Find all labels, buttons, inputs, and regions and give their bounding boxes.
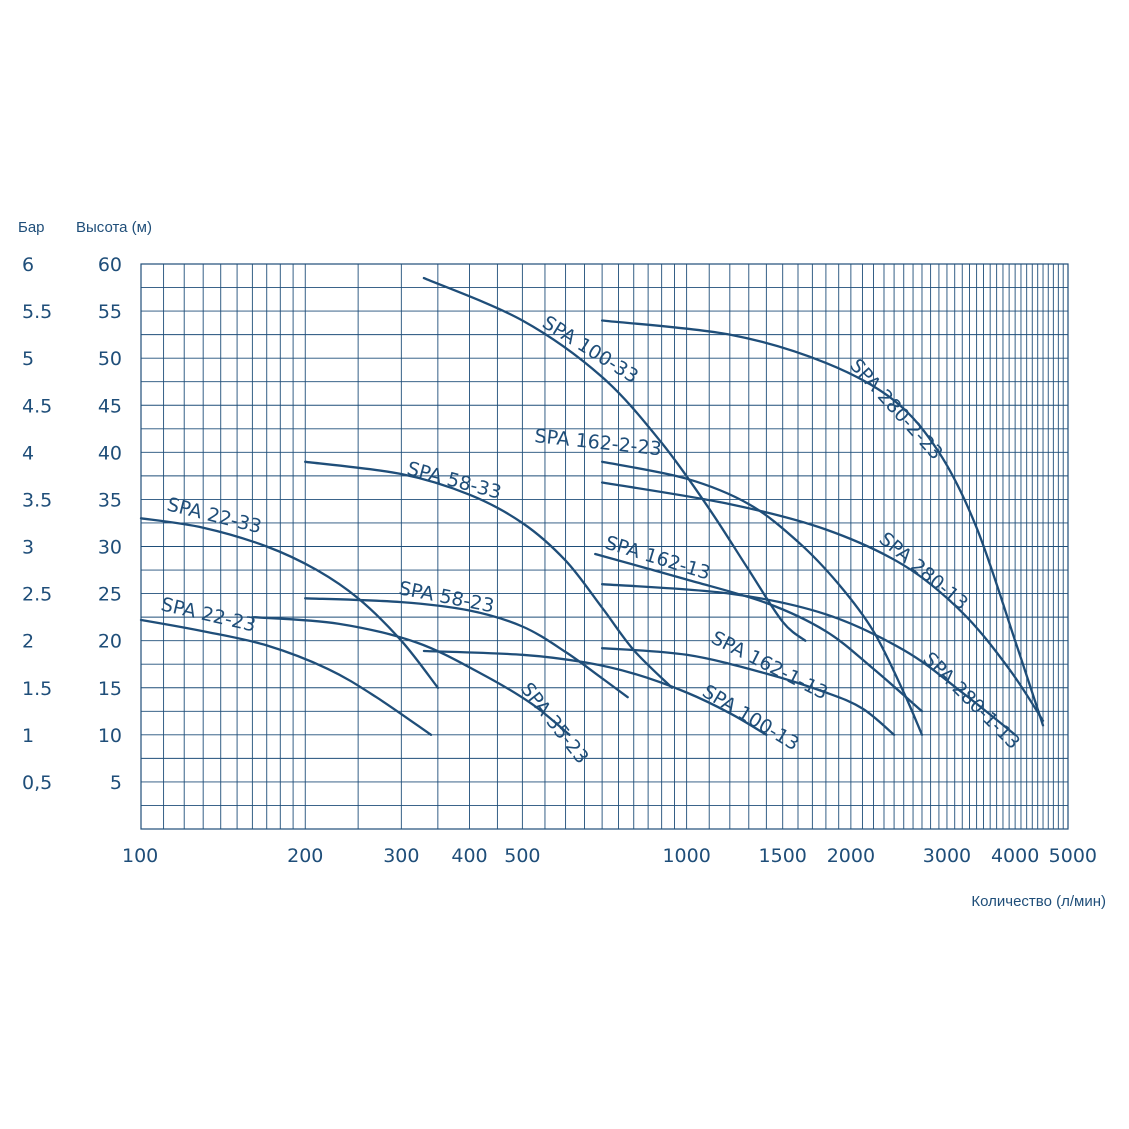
bar-tick-label: 2.5 — [22, 584, 52, 606]
curve-spa-162-13 — [594, 552, 924, 713]
x-tick-label: 3000 — [923, 845, 971, 867]
y-tick-label: 10 — [98, 725, 122, 747]
series-label: SPA 58-23 — [397, 577, 496, 617]
y-tick-label: 30 — [98, 537, 122, 559]
y-tick-label: 5 — [110, 772, 122, 794]
series-label: SPA 162-13 — [603, 532, 713, 585]
series-label: SPA 280-2-23 — [845, 355, 947, 465]
secondary-y-axis-title: Бар — [18, 219, 45, 236]
x-tick-label: 1500 — [759, 845, 807, 867]
curve-spa-280-1-13 — [600, 583, 1017, 736]
y-axis-title: Высота (м) — [76, 219, 152, 236]
series-label: SPA 162-2-23 — [533, 425, 662, 460]
y-tick-label: 35 — [98, 489, 122, 511]
curve-spa-162-1-13 — [600, 647, 896, 736]
grid — [140, 263, 1069, 830]
x-tick-label: 5000 — [1049, 845, 1097, 867]
bar-tick-label: 1 — [22, 725, 34, 747]
bar-tick-label: 6 — [22, 254, 34, 276]
x-tick-label: 200 — [287, 845, 323, 867]
curve-spa-162-2-23 — [600, 460, 924, 736]
y-tick-label: 15 — [98, 678, 122, 700]
curve-spa-58-33 — [304, 460, 674, 689]
y-tick-label: 25 — [98, 584, 122, 606]
y-tick-label: 50 — [98, 348, 122, 370]
x-tick-label: 100 — [122, 845, 158, 867]
curve-spa-280-13 — [600, 481, 1045, 722]
bar-tick-label: 3 — [22, 537, 34, 559]
x-tick-label: 4000 — [991, 845, 1039, 867]
y-tick-label: 45 — [98, 395, 122, 417]
curve-spa-100-33 — [422, 276, 807, 642]
curves — [139, 276, 1045, 736]
x-tick-label: 1000 — [662, 845, 710, 867]
series-label: SPA 35-23 — [516, 679, 593, 769]
y-tick-label: 60 — [98, 254, 122, 276]
curve-spa-100-13 — [422, 649, 768, 736]
x-axis-title: Количество (л/мин) — [971, 893, 1106, 910]
bar-tick-label: 1.5 — [22, 678, 52, 700]
series-label: SPA 22-23 — [159, 593, 258, 636]
curve-spa-22-23 — [139, 618, 433, 736]
curve-spa-280-2-23 — [600, 319, 1045, 727]
series-label: SPA 280-13 — [875, 528, 972, 615]
series-label: SPA 100-13 — [698, 680, 802, 755]
x-tick-label: 300 — [383, 845, 419, 867]
y-tick-label: 20 — [98, 631, 122, 653]
x-tick-label: 400 — [451, 845, 487, 867]
series-label: SPA 58-33 — [405, 458, 504, 504]
tick-labels: 60 55 50 45 40 35 30 25 20 15 10 5 6 5.5 5 4.5 4 3.5 3 2.5 2… — [22, 254, 1097, 867]
curve-spa-22-33 — [139, 517, 440, 689]
bar-tick-label: 5 — [22, 348, 34, 370]
x-tick-label: 2000 — [827, 845, 875, 867]
bar-tick-label: 5.5 — [22, 301, 52, 323]
bar-tick-label: 3.5 — [22, 489, 52, 511]
bar-tick-label: 4.5 — [22, 395, 52, 417]
x-tick-label: 500 — [504, 845, 540, 867]
bar-tick-label: 0,5 — [22, 772, 52, 794]
bar-tick-label: 2 — [22, 631, 34, 653]
y-tick-label: 40 — [98, 442, 122, 464]
y-tick-label: 55 — [98, 301, 122, 323]
bar-tick-label: 4 — [22, 442, 34, 464]
curve-spa-58-23 — [304, 597, 629, 699]
